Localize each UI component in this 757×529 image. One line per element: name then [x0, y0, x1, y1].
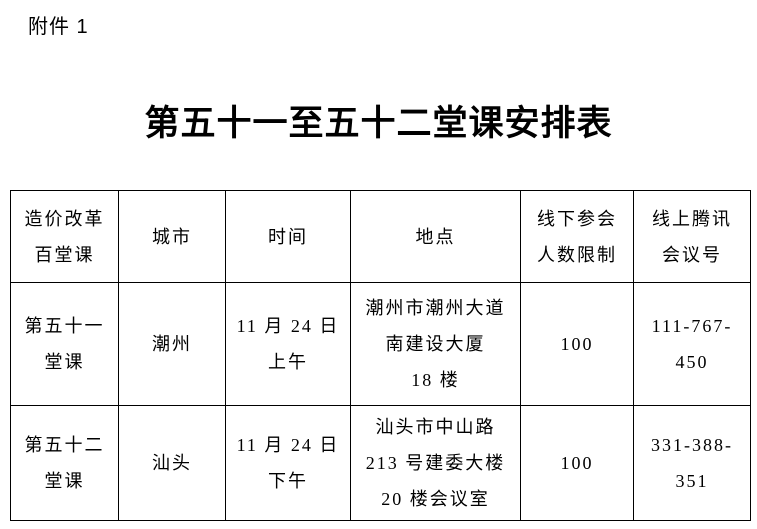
page-title: 第五十一至五十二堂课安排表 — [144, 104, 613, 143]
cell-location: 汕头市中山路 213 号建委大楼 20 楼会议室 — [350, 405, 521, 521]
cell-offline-limit: 100 — [520, 405, 634, 521]
cell-time: 11 月 24 日 下午 — [225, 405, 351, 521]
header-cell-course-series: 造价改革 百堂课 — [10, 190, 119, 283]
cell-location: 潮州市潮州大道 南建设大厦 18 楼 — [350, 282, 521, 406]
header-cell-city: 城市 — [118, 190, 226, 283]
cell-time: 11 月 24 日 上午 — [225, 282, 351, 406]
header-cell-offline-limit: 线下参会 人数限制 — [520, 190, 634, 283]
header-cell-meeting-id: 线上腾讯 会议号 — [633, 190, 751, 283]
cell-course-name: 第五十一 堂课 — [10, 282, 119, 406]
cell-offline-limit: 100 — [520, 282, 634, 406]
header-cell-location: 地点 — [350, 190, 521, 283]
attachment-label: 附件 1 — [28, 16, 89, 38]
cell-city: 潮州 — [118, 282, 226, 406]
cell-meeting-id: 331-388- 351 — [633, 405, 751, 521]
cell-course-name: 第五十二 堂课 — [10, 405, 119, 521]
table-row: 第五十一 堂课 潮州 11 月 24 日 上午 潮州市潮州大道 南建设大厦 18… — [10, 282, 751, 406]
cell-meeting-id: 111-767- 450 — [633, 282, 751, 406]
header-cell-time: 时间 — [225, 190, 351, 283]
cell-city: 汕头 — [118, 405, 226, 521]
table-header-row: 造价改革 百堂课 城市 时间 地点 线下参会 人数限制 线上腾讯 会议号 — [10, 190, 751, 283]
table-row: 第五十二 堂课 汕头 11 月 24 日 下午 汕头市中山路 213 号建委大楼… — [10, 405, 751, 521]
schedule-table: 造价改革 百堂课 城市 时间 地点 线下参会 人数限制 线上腾讯 会议号 第五十… — [10, 190, 751, 521]
